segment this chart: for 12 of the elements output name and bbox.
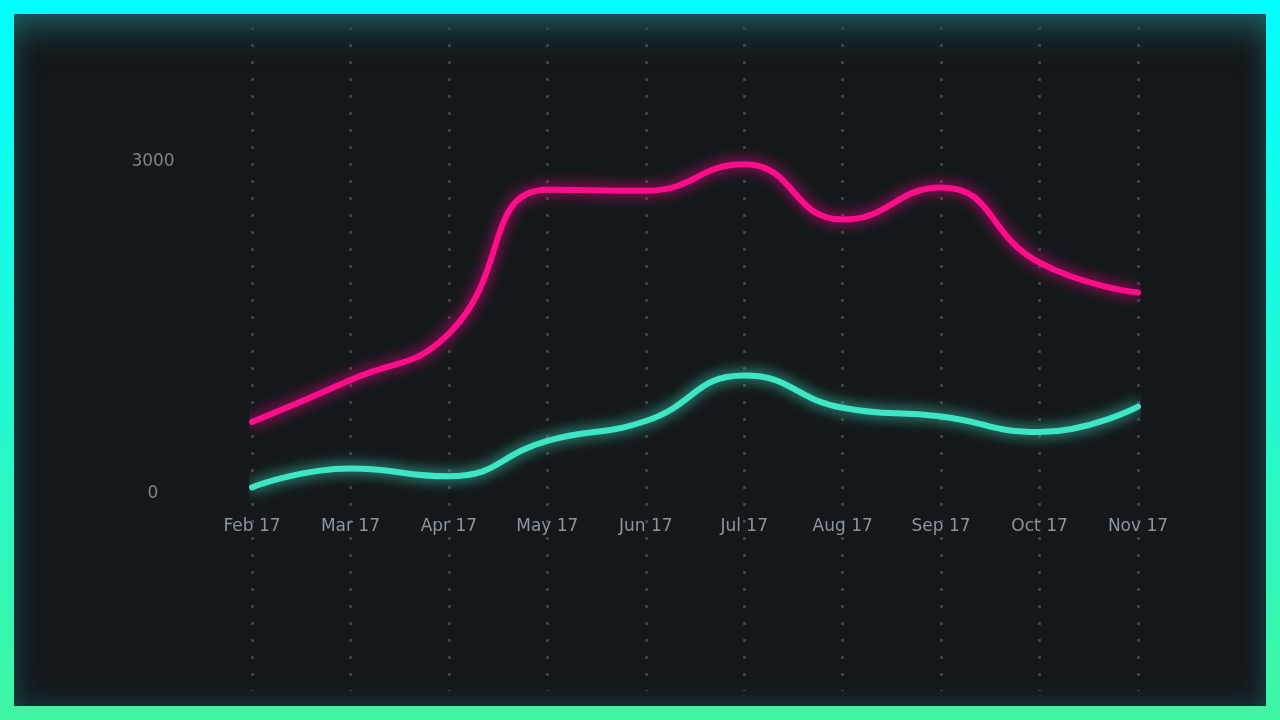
y-tick-label: 0 [147,481,159,502]
x-tick-label: Jun 17 [617,515,673,536]
x-tick-label: Sep 17 [911,515,971,536]
x-tick-label: Nov 17 [1107,515,1169,536]
x-tick-label: Jul 17 [719,515,768,536]
x-tick-label: Feb 17 [223,515,281,536]
x-tick-label: May 17 [516,515,579,536]
x-tick-label: Aug 17 [812,515,873,536]
x-tick-label: Oct 17 [1011,515,1068,536]
x-tick-label: Apr 17 [420,515,478,536]
y-tick-label: 3000 [131,149,175,170]
x-tick-label: Mar 17 [320,515,381,536]
